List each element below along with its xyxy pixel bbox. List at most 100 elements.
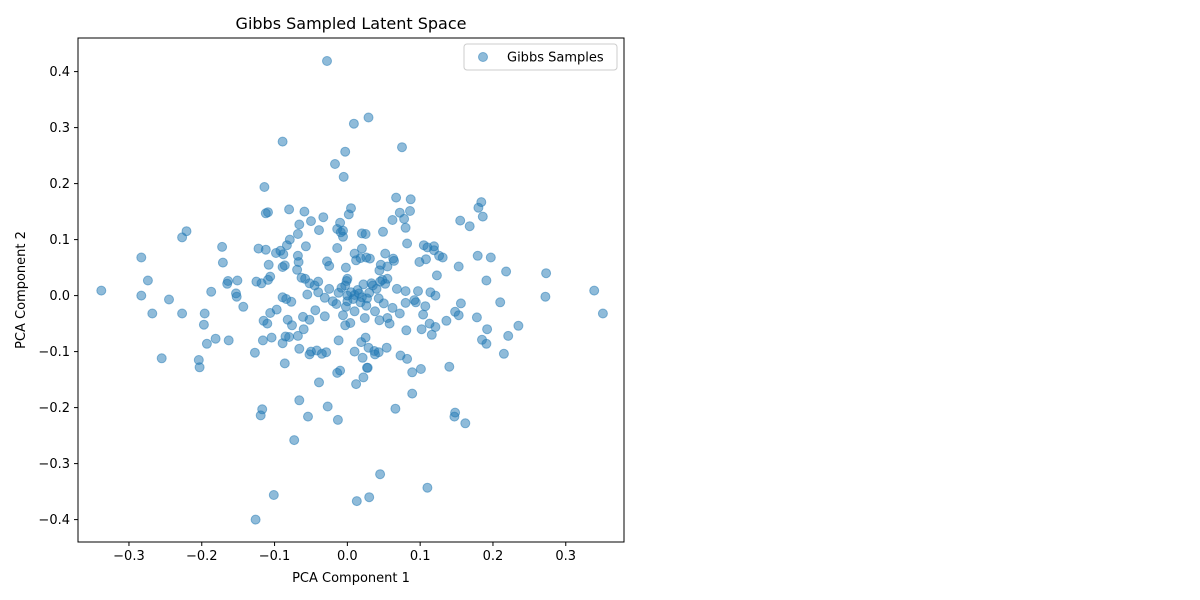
scatter-point [402,238,413,249]
scatter-point [314,377,324,388]
scatter-point [370,306,380,317]
scatter-point [136,252,147,263]
scatter-point [377,274,388,285]
scatter-point [374,265,385,276]
scatter-point [340,146,351,157]
scatter-point [271,304,282,315]
scatter-point [513,320,524,331]
scatter-point [318,212,329,223]
y-tick-label: −0.1 [38,345,70,360]
x-tick-label: 0.0 [337,549,358,564]
scatter-point [296,272,307,283]
x-tick-label: −0.1 [259,549,291,564]
scatter-point [460,418,471,429]
scatter-point [277,292,288,303]
scatter-point [96,285,107,296]
scatter-point [485,252,496,263]
scatter-point [390,403,401,414]
scatter-point [322,401,333,412]
y-tick-label: −0.3 [38,457,70,472]
scatter-point [498,348,509,359]
scatter-point [338,231,348,242]
scatter-point [279,358,290,369]
scatter-point [356,243,367,254]
scatter-point [495,297,506,308]
scatter-point [314,225,324,236]
scatter-point [355,253,366,264]
scatter-point [322,56,332,66]
scatter-point [147,308,158,319]
scatter-point [298,324,309,335]
scatter-point [351,496,362,507]
scatter-point [361,300,372,311]
plot-area: −0.3 −0.2 −0.1 0.0 0.1 0.2 0.3 −0.4−0.3−0.2−0.… [38,37,625,564]
scatter-point [345,318,356,328]
scatter-point [309,280,320,291]
scatter-point [238,301,249,312]
scatter-point [453,261,464,272]
scatter-point [364,492,375,503]
scatter-point [332,414,343,425]
scatter-point [177,232,188,243]
scatter-point [464,221,475,232]
scatter-point [444,361,455,372]
scatter-point [302,289,313,300]
scatter-point [292,229,303,239]
scatter-point [217,241,228,252]
scatter-point [441,315,452,326]
scatter-point [260,208,271,219]
scatter-point [304,314,315,325]
scatter-point [294,219,305,230]
scatter-point [286,296,297,307]
scatter-point [294,343,305,354]
scatter-point [321,347,332,358]
scatter-point [472,250,483,261]
scatter-point [400,222,411,233]
scatter-point [206,286,217,297]
scatter-point [364,253,375,264]
scatter-point [382,261,393,272]
scatter-point [284,332,295,342]
scatter-point [455,215,466,226]
scatter-point [277,262,288,272]
scatter-point [453,310,464,321]
legend-label: Gibbs Samples [507,51,604,66]
scatter-point [343,209,354,220]
scatter-point [431,270,442,281]
scatter-point [374,315,385,326]
scatter-point [597,308,608,319]
scatter-point [407,367,418,378]
scatter-point [380,248,391,259]
legend-marker [478,52,488,62]
scatter-point [416,324,427,335]
scatter-point [299,206,310,217]
scatter-point [399,213,410,224]
scatter-point [332,243,343,253]
scatter-point [437,252,448,263]
scatter-point [394,308,405,319]
scatter-point [375,469,386,480]
scatter-point [373,347,384,358]
scatter-point [319,311,330,322]
scatter-point [256,278,267,289]
scatter-point [210,333,221,344]
scatter-point [164,294,174,305]
scatter-point [142,275,153,286]
scatter-point [387,215,398,225]
scatter-point [277,136,288,147]
chart-title: Gibbs Sampled Latent Space [236,14,467,33]
scatter-point [324,283,335,294]
scatter-point [402,353,413,364]
scatter-point [342,296,353,307]
scatter-point [414,257,425,267]
scatter-point [455,298,466,309]
scatter-point [255,410,266,421]
scatter-point [410,297,421,308]
scatter-point [387,302,398,313]
y-tick-label: 0.4 [49,65,70,80]
scatter-point [471,312,482,323]
scatter-point [449,411,460,422]
scatter-point [541,268,552,279]
